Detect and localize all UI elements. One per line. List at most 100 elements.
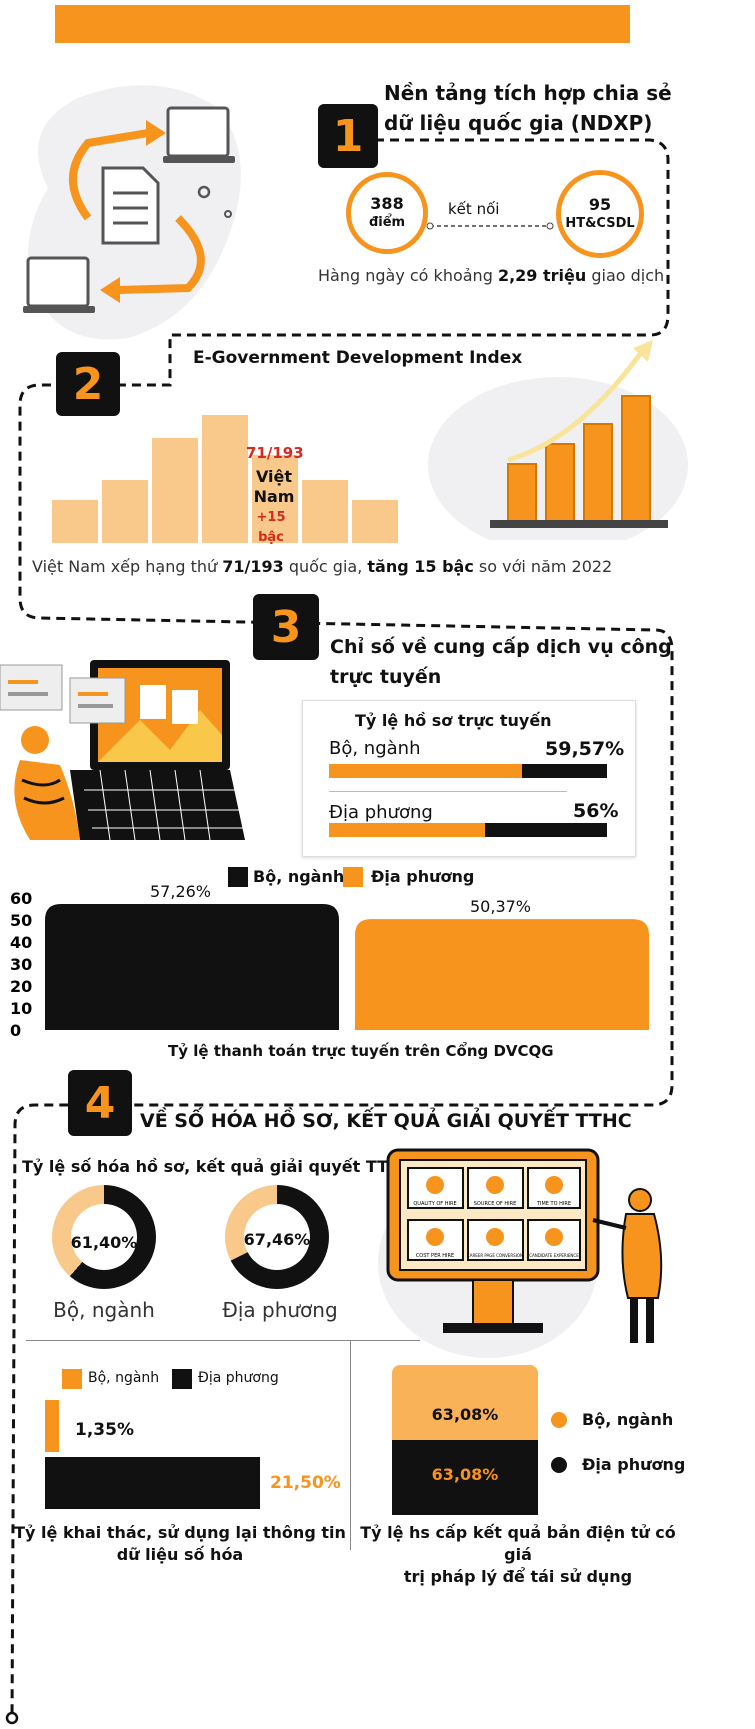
stack-caption: Tỷ lệ hs cấp kết quả bản điện tử có giá …	[348, 1522, 688, 1588]
stack-legend1-dot	[551, 1412, 567, 1428]
note2-suffix: so với năm 2022	[473, 557, 613, 576]
pay-caption: Tỷ lệ thanh toán trực tuyến trên Cổng DV…	[168, 1042, 554, 1060]
pay-chart: 0 10 20 30 40 50 60	[0, 880, 680, 1040]
egov-change-line1: +15	[256, 510, 286, 525]
note1-prefix: Hàng ngày có khoảng	[318, 266, 498, 285]
egov-rank: 71/193	[246, 444, 304, 462]
note2-mid: quốc gia,	[283, 557, 368, 576]
row1-label: Bộ, ngành	[329, 738, 421, 759]
egov-change-line2: bậc	[258, 530, 284, 545]
egov-country-line1: Việt	[255, 467, 293, 486]
dashboard-illustration: QUALITY OF HIRE SOURCE OF HIRE TIME TO H…	[378, 1148, 678, 1358]
pay-bar-2	[355, 919, 649, 1030]
section2-number: 2	[56, 352, 120, 416]
section2-note: Việt Nam xếp hạng thứ 71/193 quốc gia, t…	[32, 557, 612, 576]
circle-left-unit: điểm	[368, 214, 406, 230]
pay-label2: 50,37%	[470, 897, 532, 916]
circle-left-value: 388	[370, 194, 404, 214]
pay-label1: 57,26%	[150, 882, 212, 901]
section4-vdivider	[350, 1340, 351, 1550]
donut1-label: 61,40%	[70, 1233, 138, 1252]
section1-illustration	[18, 68, 248, 348]
section2-title: E-Government Development Index	[193, 348, 523, 368]
tile3-text: TIME TO HIRE	[536, 1201, 571, 1207]
pay-ytick-40: 40	[10, 933, 32, 952]
section1-title: Nền tảng tích hợp chia sẻ dữ liệu quốc g…	[384, 78, 672, 138]
circle-95: 95 HT&CSDL	[556, 170, 644, 258]
pay-legend1-label: Bộ, ngành	[253, 867, 345, 886]
row2-bar	[329, 823, 607, 837]
pay-bar-1	[45, 904, 339, 1030]
section3-number: 3	[253, 594, 319, 660]
top-banner	[55, 5, 630, 43]
hbar-ministry	[45, 1400, 59, 1452]
section2-num-text: 2	[72, 358, 104, 410]
egov-bar-1	[52, 500, 98, 543]
stack-bottom	[392, 1440, 538, 1515]
hbar-legend1-label: Bộ, ngành	[88, 1370, 160, 1386]
hbar-local	[45, 1457, 260, 1509]
donut-title: Tỷ lệ số hóa hồ sơ, kết quả giải quyết T…	[22, 1157, 414, 1176]
note1-bold: 2,29 triệu	[497, 266, 587, 285]
donut2-label: 67,46%	[243, 1230, 311, 1249]
donut1-caption: Bộ, ngành	[53, 1298, 155, 1322]
pay-ytick-60: 60	[10, 889, 32, 908]
hbar2-label: 21,50%	[270, 1473, 341, 1493]
tile2-text: SOURCE OF HIRE	[474, 1201, 517, 1207]
connector-line	[426, 222, 554, 230]
donut2-caption: Địa phương	[222, 1298, 338, 1322]
online-rate-title: Tỷ lệ hồ sơ trực tuyến	[355, 711, 552, 730]
hbar-legend1-swatch	[62, 1369, 82, 1389]
row1-value: 59,57%	[545, 738, 625, 760]
row-divider	[329, 791, 567, 792]
egov-bar-7	[352, 500, 398, 543]
hbar1-label: 1,35%	[75, 1420, 134, 1440]
donut-ministry-hole	[71, 1204, 137, 1270]
section1-num-text: 1	[332, 110, 364, 162]
pay-legend2-swatch	[343, 867, 363, 887]
growth-illustration	[428, 340, 688, 553]
circle-right-unit: HT&CSDL	[565, 215, 635, 231]
stack-top	[392, 1365, 538, 1440]
hbar-legend2-label: Địa phương	[198, 1370, 279, 1386]
online-services-illustration	[0, 640, 245, 855]
section4-num-text: 4	[84, 1077, 116, 1129]
section4-divider	[26, 1340, 420, 1341]
pay-ytick-20: 20	[10, 977, 32, 996]
hbar-legend2-swatch	[172, 1369, 192, 1389]
section1-note: Hàng ngày có khoảng 2,29 triệu giao dịch	[318, 266, 664, 285]
egov-bar-2	[102, 480, 148, 543]
tile5-text: CAREER PAGE CONVERSION	[467, 1253, 523, 1258]
donut-local-hole	[244, 1204, 310, 1270]
section3-title-line2: trực tuyến	[330, 666, 442, 688]
note2-prefix: Việt Nam xếp hạng thứ	[32, 557, 223, 576]
stack-top-label: 63,08%	[431, 1405, 499, 1424]
stack-legend2-label: Địa phương	[582, 1455, 686, 1474]
pay-ytick-50: 50	[10, 911, 32, 930]
egov-bar-3	[152, 438, 198, 543]
hbar-caption-line1: Tỷ lệ khai thác, sử dụng lại thông tin	[14, 1523, 346, 1542]
tile4-text: COST PER HIRE	[416, 1253, 454, 1259]
stack-bottom-label: 63,08%	[431, 1465, 499, 1484]
section3-title-line1: Chỉ số về cung cấp dịch vụ công	[330, 636, 672, 658]
pay-ytick-10: 10	[10, 999, 32, 1018]
kpi-dashboard-icon: QUALITY OF HIRE SOURCE OF HIRE TIME TO H…	[378, 1148, 663, 1358]
hbar-caption: Tỷ lệ khai thác, sử dụng lại thông tin d…	[14, 1522, 346, 1566]
pay-ytick-30: 30	[10, 955, 32, 974]
hbar-caption-line2: dữ liệu số hóa	[116, 1545, 244, 1564]
stack-legend1-label: Bộ, ngành	[582, 1410, 674, 1429]
connector-label: kết nối	[448, 200, 500, 218]
data-exchange-illustration	[23, 85, 241, 340]
circle-388: 388 điểm	[346, 172, 428, 254]
row2-label: Địa phương	[329, 802, 433, 823]
stack-caption-line2: trị pháp lý để tái sử dụng	[403, 1567, 633, 1586]
egov-change: +15 bậc	[248, 508, 294, 548]
section1-title-line2: dữ liệu quốc gia (NDXP)	[384, 111, 653, 135]
online-rate-card: Tỷ lệ hồ sơ trực tuyến Bộ, ngành 59,57% …	[302, 700, 636, 857]
row1-bar	[329, 764, 607, 778]
egov-country: Việt Nam	[246, 467, 302, 507]
row2-value: 56%	[573, 800, 619, 822]
pay-legend1-swatch	[228, 867, 248, 887]
section1-number: 1	[318, 104, 378, 168]
